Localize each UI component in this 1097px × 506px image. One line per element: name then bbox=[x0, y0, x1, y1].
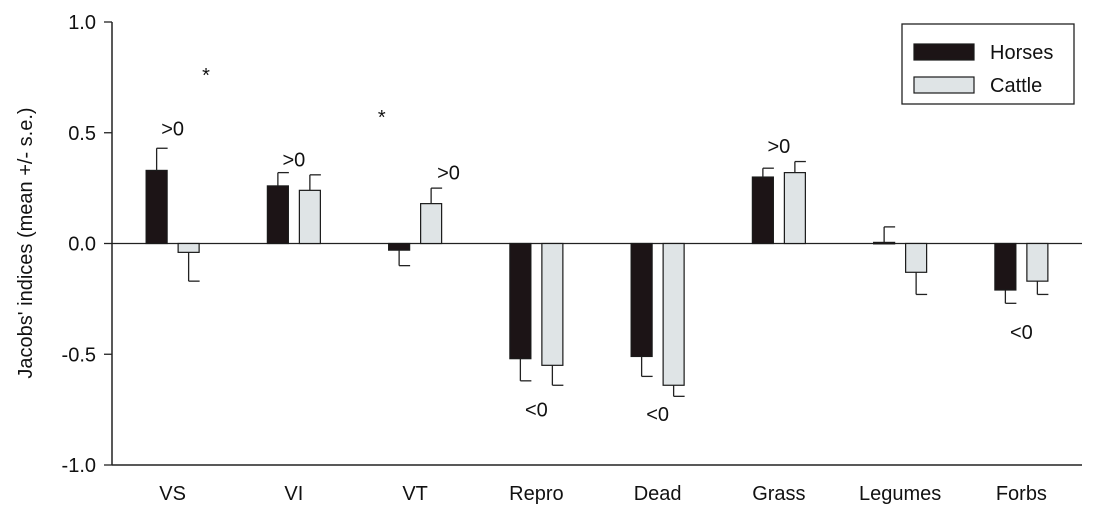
bar-cattle bbox=[177, 242, 200, 253]
significance-label: >0 bbox=[282, 149, 305, 171]
x-tick-label: Forbs bbox=[996, 483, 1047, 505]
y-tick-label: 1.0 bbox=[68, 12, 96, 34]
y-tick-label: 0.5 bbox=[68, 123, 96, 145]
bar-horses bbox=[509, 242, 532, 360]
bar-horses bbox=[630, 242, 653, 358]
x-tick-label: VS bbox=[159, 483, 186, 505]
y-axis-label: Jacobs' indices (mean +/- s.e.) bbox=[15, 107, 37, 378]
x-tick-label: Legumes bbox=[859, 483, 941, 505]
y-tick-label: -1.0 bbox=[62, 455, 96, 477]
bar-horses bbox=[388, 242, 411, 251]
significance-asterisk: * bbox=[202, 65, 210, 87]
bar-cattle bbox=[298, 189, 321, 245]
x-tick-label: VI bbox=[284, 483, 303, 505]
x-tick-label: Dead bbox=[634, 483, 682, 505]
y-tick-label: -0.5 bbox=[62, 344, 96, 366]
significance-label: <0 bbox=[525, 400, 548, 422]
plot-area: 1.0 0.5 0.0 -0.5 -1.0 VS VI VT Repro Dead Grass Leg… bbox=[62, 12, 1082, 505]
bar-cattle bbox=[420, 203, 443, 245]
x-tick-label: Grass bbox=[752, 483, 805, 505]
legend-label-horses: Horses bbox=[990, 42, 1053, 64]
legend-label-cattle: Cattle bbox=[990, 75, 1042, 97]
legend-swatch-cattle bbox=[913, 76, 975, 94]
significance-asterisk: * bbox=[378, 107, 386, 129]
bar-horses bbox=[994, 242, 1017, 291]
x-tick-label: Repro bbox=[509, 483, 563, 505]
x-tick-label: VT bbox=[402, 483, 428, 505]
significance-label: >0 bbox=[767, 136, 790, 158]
y-tick-label: 0.0 bbox=[68, 234, 96, 256]
legend-swatch-horses bbox=[913, 43, 975, 61]
significance-label: >0 bbox=[161, 118, 184, 140]
bar-cattle bbox=[662, 242, 685, 386]
significance-label: <0 bbox=[646, 404, 669, 426]
bar-cattle bbox=[783, 172, 806, 245]
bar-cattle bbox=[905, 242, 928, 273]
bar-horses bbox=[145, 169, 168, 245]
bar-cattle bbox=[1026, 242, 1049, 282]
significance-label: >0 bbox=[437, 163, 460, 185]
bar-cattle bbox=[541, 242, 564, 366]
bar-horses bbox=[873, 241, 896, 245]
bar-horses bbox=[751, 176, 774, 245]
bar-horses bbox=[266, 185, 289, 245]
significance-label: <0 bbox=[1010, 322, 1033, 344]
